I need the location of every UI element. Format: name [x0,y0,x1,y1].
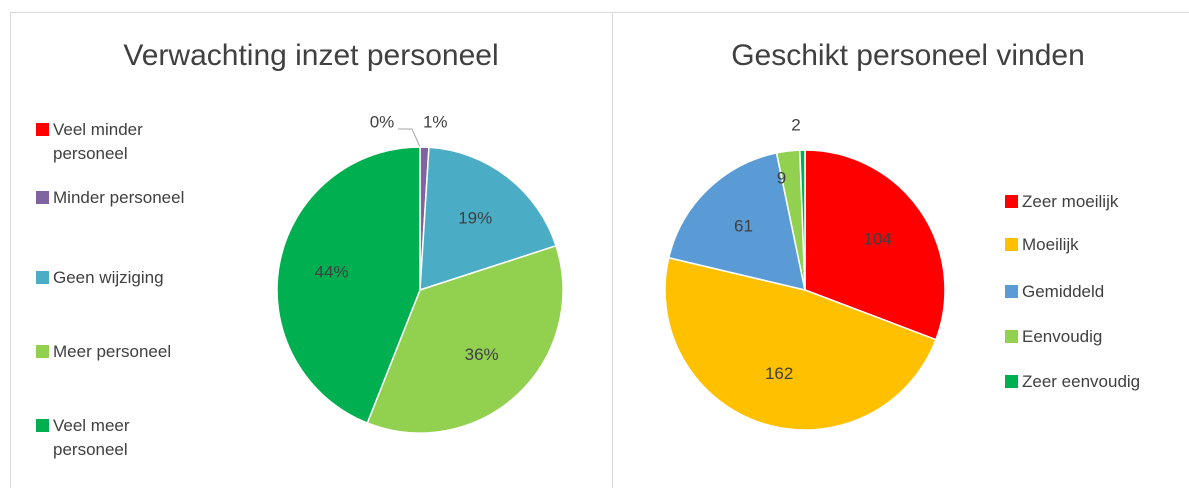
legend-label: Zeer eenvoudig [1022,372,1141,391]
data-label: 36% [465,345,499,364]
legend-swatch [36,419,49,432]
legend-label: Zeer moeilijk [1022,192,1119,211]
legend-swatch [36,191,49,204]
legend-item: Meer personeel [36,340,196,364]
legend-item: Gemiddeld [1005,280,1185,304]
pie-slice [804,149,946,341]
data-label: 0% [370,112,395,131]
pie-slice [276,146,421,424]
legend-label: Gemiddeld [1022,282,1105,301]
pie-slice [419,146,557,292]
legend-label: Minder personeel [53,188,185,207]
legend-label: Moeilijk [1022,235,1079,254]
legend-swatch [1005,195,1018,208]
data-label: 104 [863,229,891,248]
legend-label: Veel meer personeel [53,416,130,459]
legend-item: Veel minder personeel [36,118,196,166]
legend-label: Meer personeel [53,342,172,361]
legend-swatch [1005,375,1018,388]
pie-slice [799,149,806,291]
data-label: 162 [765,364,793,383]
legend-label: Veel minder personeel [53,120,143,163]
legend-item: Minder personeel [36,186,196,210]
chart-title: Geschikt personeel vinden [731,39,1085,72]
legend-label: Geen wijziging [53,268,164,287]
data-label: 2 [791,116,800,135]
data-label: 19% [458,208,492,227]
legend-swatch [1005,285,1018,298]
data-label: 61 [734,216,753,235]
legend-swatch [1005,238,1018,251]
pie-slice [366,244,564,434]
chart-frame [612,12,1189,488]
data-label: 9 [777,168,786,187]
legend-item: Zeer eenvoudig [1005,370,1185,394]
legend-item: Zeer moeilijk [1005,190,1185,214]
legend-label: Eenvoudig [1022,327,1103,346]
legend-item: Moeilijk [1005,233,1185,257]
data-label: 44% [314,263,348,282]
pie-slice [664,256,937,431]
legend-swatch [36,271,49,284]
legend-item: Eenvoudig [1005,325,1185,349]
pie-slice [667,152,806,292]
legend-item: Geen wijziging [36,266,196,290]
leader-line [398,128,421,148]
legend-swatch [36,345,49,358]
legend-swatch [36,123,49,136]
data-label: 1% [423,113,448,132]
legend-swatch [1005,330,1018,343]
legend-item: Veel meer personeel [36,414,196,462]
chart-title: Verwachting inzet personeel [123,39,498,72]
